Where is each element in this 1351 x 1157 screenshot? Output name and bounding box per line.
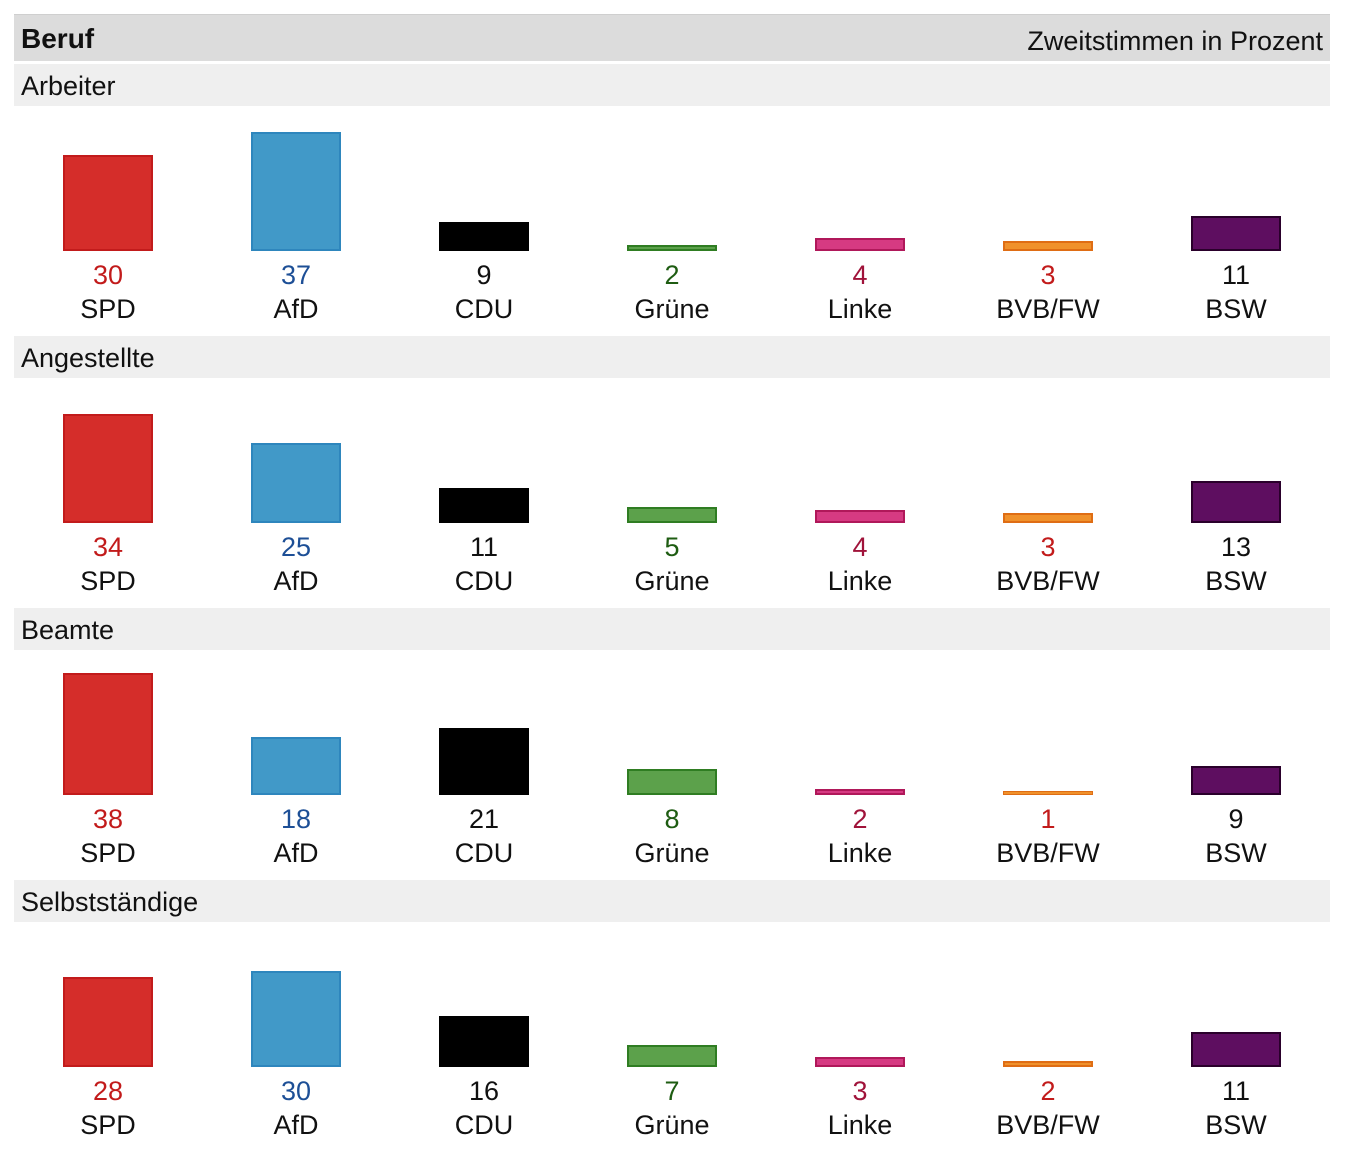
value-label-selbststaendige-gruene: 7	[664, 1076, 680, 1106]
value-label-selbststaendige-linke: 3	[852, 1076, 868, 1106]
party-label-beamte-spd: SPD	[80, 838, 136, 868]
party-label-beamte-linke: Linke	[827, 838, 893, 868]
value-label-beamte-cdu: 21	[468, 804, 500, 834]
value-label-arbeiter-gruene: 2	[664, 260, 680, 290]
party-label-selbststaendige-spd: SPD	[80, 1110, 136, 1140]
group-header-angestellte: Angestellte	[14, 336, 1330, 378]
party-label-angestellte-spd: SPD	[80, 566, 136, 596]
bar-angestellte-cdu	[439, 488, 529, 523]
party-label-beamte-cdu: CDU	[454, 838, 514, 868]
party-label-beamte-afd: AfD	[273, 838, 319, 868]
value-label-selbststaendige-spd: 28	[92, 1076, 124, 1106]
bar-arbeiter-bvb-fw	[1003, 241, 1093, 251]
group-header-beamte: Beamte	[14, 608, 1330, 650]
bar-selbststaendige-cdu	[439, 1016, 529, 1067]
party-label-arbeiter-cdu: CDU	[454, 294, 514, 324]
bar-angestellte-afd	[251, 443, 341, 523]
bar-beamte-spd	[63, 673, 153, 795]
bar-beamte-bsw	[1191, 766, 1281, 795]
value-label-selbststaendige-bvb-fw: 2	[1040, 1076, 1056, 1106]
bar-angestellte-spd	[63, 414, 153, 523]
value-label-arbeiter-cdu: 9	[476, 260, 492, 290]
bar-selbststaendige-afd	[251, 971, 341, 1067]
party-label-beamte-bvb-fw: BVB/FW	[996, 838, 1100, 868]
party-label-selbststaendige-cdu: CDU	[454, 1110, 514, 1140]
group-header-arbeiter: Arbeiter	[14, 64, 1330, 106]
party-label-selbststaendige-bsw: BSW	[1205, 1110, 1267, 1140]
bar-selbststaendige-gruene	[627, 1045, 717, 1067]
group-label-arbeiter: Arbeiter	[21, 71, 116, 101]
party-label-arbeiter-afd: AfD	[273, 294, 319, 324]
party-label-beamte-bsw: BSW	[1205, 838, 1267, 868]
value-label-angestellte-cdu: 11	[469, 532, 499, 562]
value-label-angestellte-bsw: 13	[1220, 532, 1252, 562]
bar-arbeiter-bsw	[1191, 216, 1281, 251]
value-label-beamte-afd: 18	[280, 804, 312, 834]
bar-angestellte-gruene	[627, 507, 717, 523]
value-label-selbststaendige-afd: 30	[280, 1076, 312, 1106]
value-label-beamte-linke: 2	[852, 804, 868, 834]
party-label-angestellte-afd: AfD	[273, 566, 319, 596]
party-label-angestellte-bsw: BSW	[1205, 566, 1267, 596]
group-label-angestellte: Angestellte	[21, 343, 155, 373]
value-label-beamte-bsw: 9	[1228, 804, 1244, 834]
bar-beamte-gruene	[627, 769, 717, 795]
party-label-angestellte-gruene: Grüne	[634, 566, 710, 596]
bar-arbeiter-afd	[251, 132, 341, 251]
party-label-angestellte-cdu: CDU	[454, 566, 514, 596]
value-label-selbststaendige-bsw: 11	[1221, 1076, 1251, 1106]
group-label-selbststaendige: Selbstständige	[21, 887, 199, 917]
party-label-arbeiter-bsw: BSW	[1205, 294, 1267, 324]
party-label-beamte-gruene: Grüne	[634, 838, 710, 868]
bar-selbststaendige-bvb-fw	[1003, 1061, 1093, 1067]
bar-beamte-cdu	[439, 728, 529, 795]
bar-selbststaendige-spd	[63, 977, 153, 1067]
party-label-selbststaendige-linke: Linke	[827, 1110, 893, 1140]
bar-arbeiter-gruene	[627, 245, 717, 251]
bar-selbststaendige-bsw	[1191, 1032, 1281, 1067]
bar-angestellte-bvb-fw	[1003, 513, 1093, 523]
value-label-arbeiter-bvb-fw: 3	[1040, 260, 1056, 290]
party-label-selbststaendige-gruene: Grüne	[634, 1110, 710, 1140]
party-label-arbeiter-bvb-fw: BVB/FW	[996, 294, 1100, 324]
bar-beamte-afd	[251, 737, 341, 795]
value-label-arbeiter-bsw: 11	[1221, 260, 1251, 290]
party-label-selbststaendige-afd: AfD	[273, 1110, 319, 1140]
value-label-beamte-gruene: 8	[664, 804, 680, 834]
chart-unit-label: Zweitstimmen in Prozent	[1027, 26, 1323, 56]
bar-beamte-bvb-fw	[1003, 791, 1093, 795]
value-label-beamte-bvb-fw: 1	[1040, 804, 1056, 834]
value-label-arbeiter-linke: 4	[852, 260, 868, 290]
bar-angestellte-linke	[815, 510, 905, 523]
value-label-angestellte-afd: 25	[280, 532, 312, 562]
party-label-angestellte-bvb-fw: BVB/FW	[996, 566, 1100, 596]
value-label-angestellte-linke: 4	[852, 532, 868, 562]
value-label-angestellte-gruene: 5	[664, 532, 680, 562]
party-label-selbststaendige-bvb-fw: BVB/FW	[996, 1110, 1100, 1140]
group-header-selbststaendige: Selbstständige	[14, 880, 1330, 922]
value-label-arbeiter-afd: 37	[280, 260, 312, 290]
bar-arbeiter-spd	[63, 155, 153, 251]
bar-arbeiter-linke	[815, 238, 905, 251]
value-label-arbeiter-spd: 30	[92, 260, 124, 290]
value-label-beamte-spd: 38	[92, 804, 124, 834]
bar-beamte-linke	[815, 789, 905, 795]
value-label-selbststaendige-cdu: 16	[468, 1076, 500, 1106]
party-label-arbeiter-linke: Linke	[827, 294, 893, 324]
party-label-arbeiter-spd: SPD	[80, 294, 136, 324]
bar-selbststaendige-linke	[815, 1057, 905, 1067]
bar-arbeiter-cdu	[439, 222, 529, 251]
bar-angestellte-bsw	[1191, 481, 1281, 523]
chart-header: Beruf Zweitstimmen in Prozent	[14, 14, 1330, 61]
group-label-beamte: Beamte	[21, 615, 115, 645]
value-label-angestellte-spd: 34	[92, 532, 124, 562]
party-label-angestellte-linke: Linke	[827, 566, 893, 596]
party-label-arbeiter-gruene: Grüne	[634, 294, 710, 324]
chart-title: Beruf	[21, 23, 95, 54]
value-label-angestellte-bvb-fw: 3	[1040, 532, 1056, 562]
